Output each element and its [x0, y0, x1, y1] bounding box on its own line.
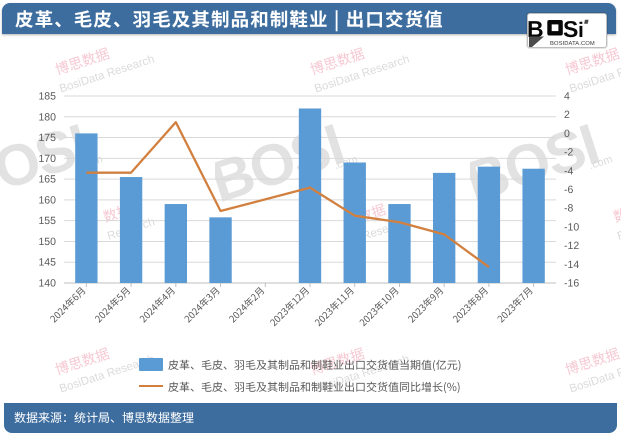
svg-text:-12: -12: [564, 240, 579, 252]
svg-text:175: 175: [38, 132, 56, 144]
svg-text:-8: -8: [564, 203, 573, 215]
svg-text:0: 0: [564, 128, 570, 140]
svg-text:170: 170: [38, 153, 56, 165]
svg-text:4: 4: [564, 91, 570, 103]
svg-text:160: 160: [38, 194, 56, 206]
svg-text:180: 180: [38, 111, 56, 123]
svg-text:-16: -16: [564, 278, 579, 290]
svg-text:140: 140: [38, 278, 56, 290]
svg-text:-2: -2: [564, 147, 573, 159]
svg-text:-14: -14: [564, 259, 579, 271]
svg-text:185: 185: [38, 91, 56, 103]
svg-text:-10: -10: [564, 221, 579, 233]
svg-text:155: 155: [38, 215, 56, 227]
svg-text:145: 145: [38, 257, 56, 269]
svg-text:150: 150: [38, 236, 56, 248]
svg-text:-4: -4: [564, 165, 573, 177]
svg-text:-6: -6: [564, 184, 573, 196]
svg-text:165: 165: [38, 174, 56, 186]
svg-text:2: 2: [564, 109, 570, 121]
